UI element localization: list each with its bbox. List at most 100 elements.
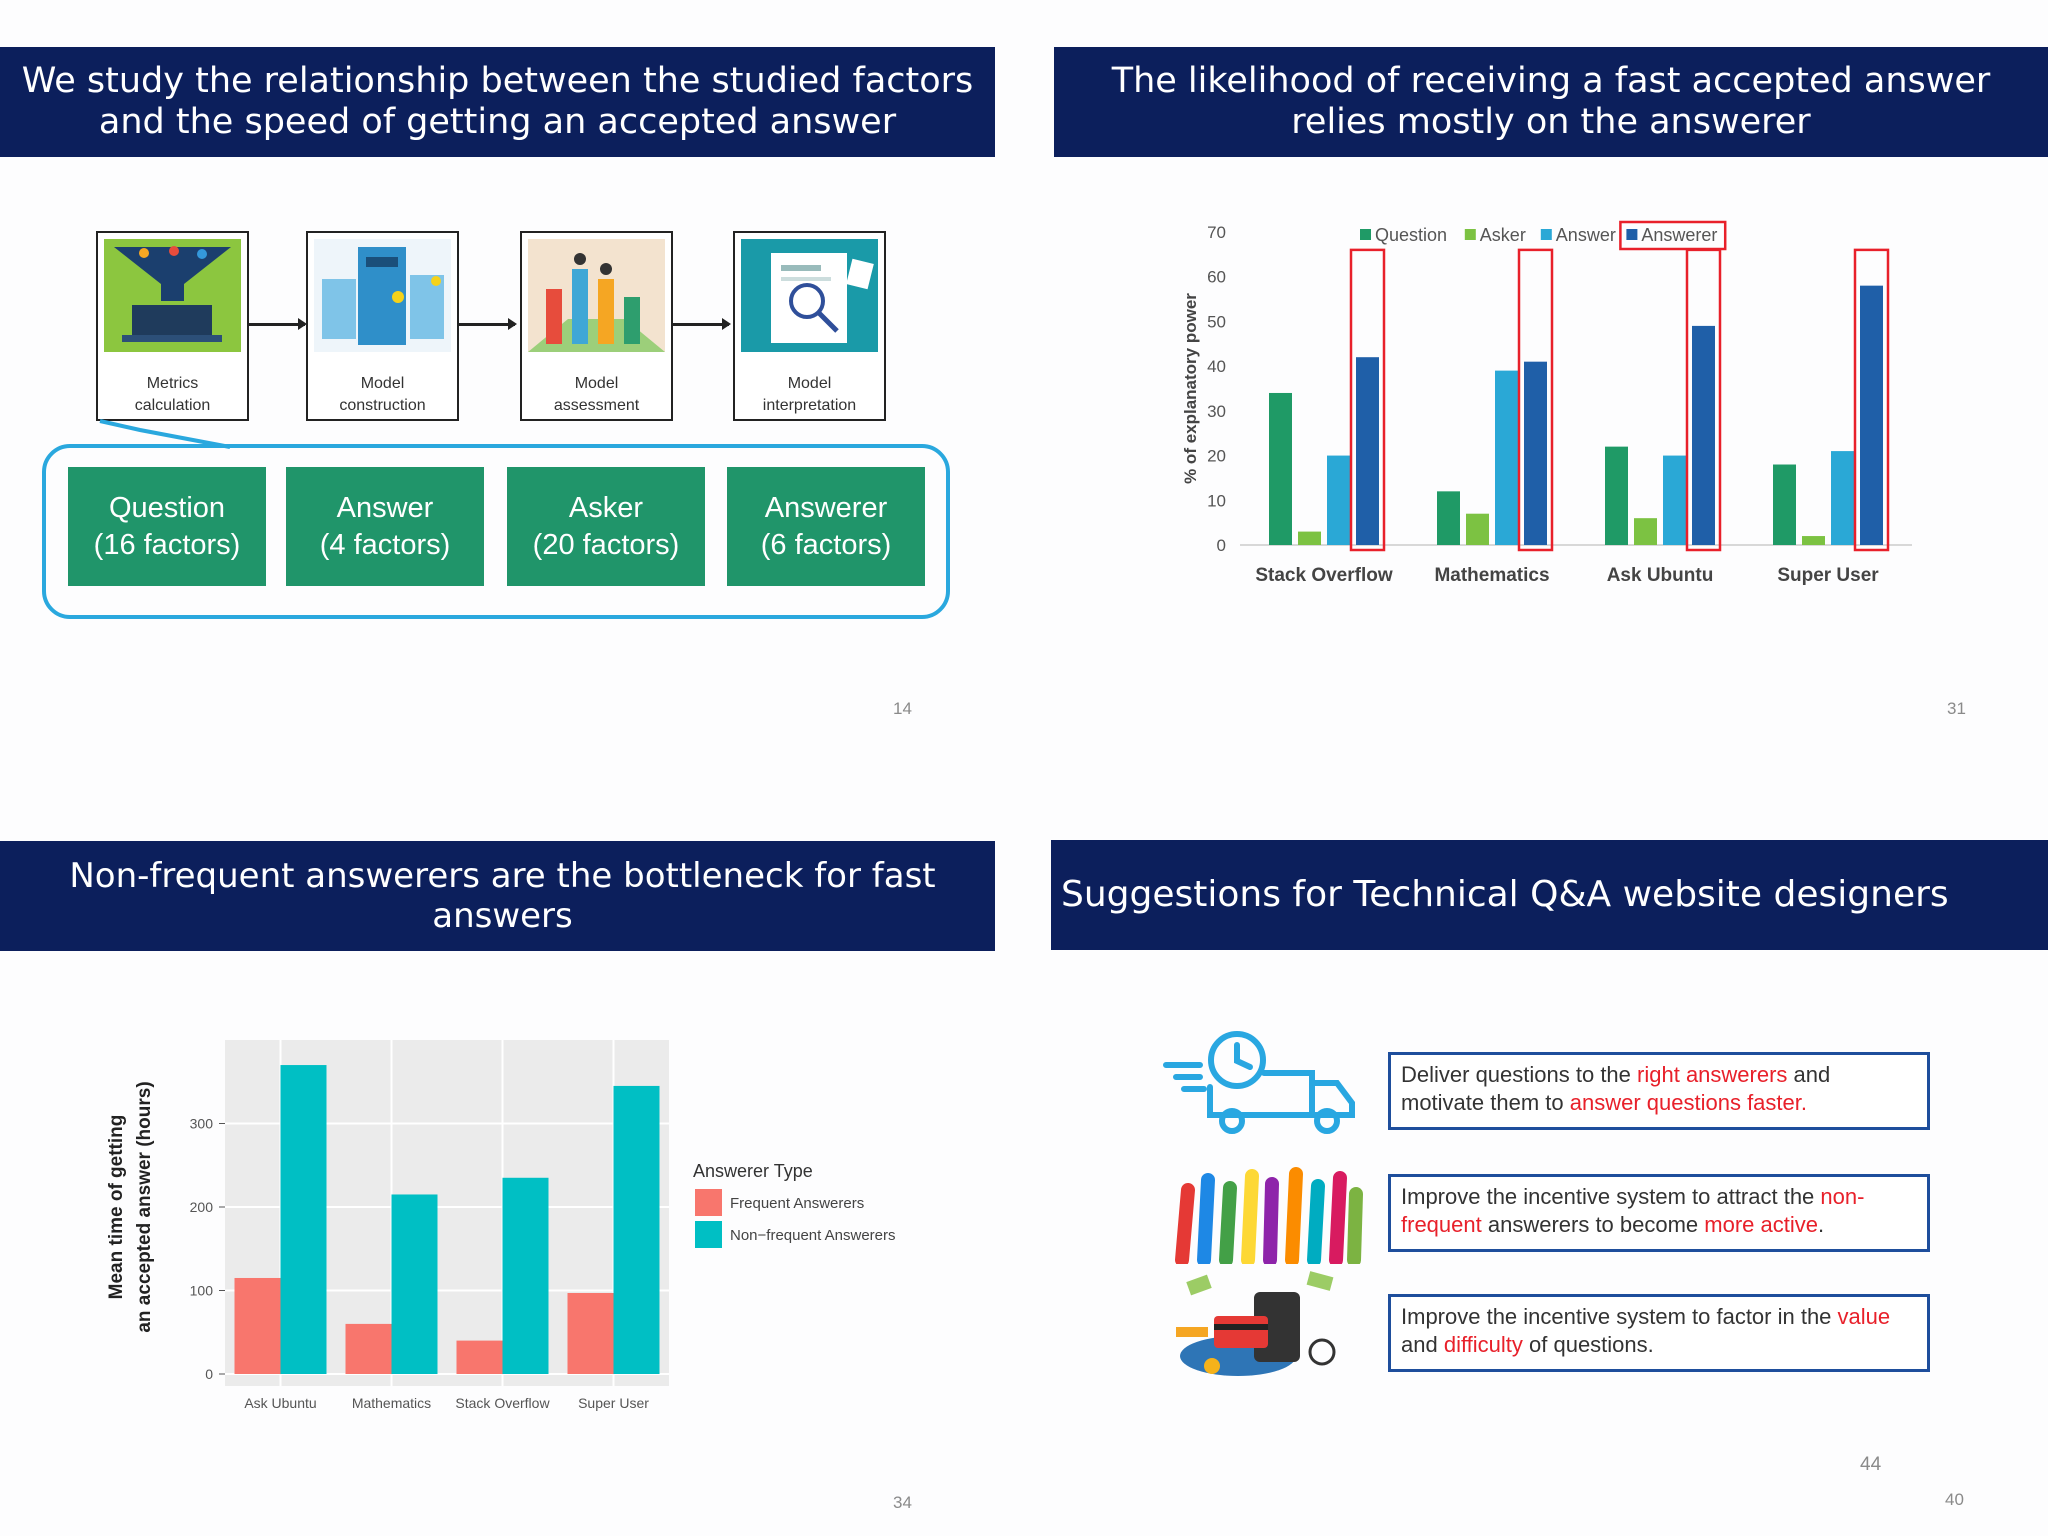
slide-title: Non-frequent answerers are the bottlenec… <box>0 841 995 951</box>
bar-non-frequent <box>391 1194 438 1374</box>
slide-title: We study the relationship between the st… <box>0 47 995 157</box>
bar-asker <box>1802 536 1825 545</box>
y-axis-label-line2: an accepted answer (hours) <box>134 1081 155 1332</box>
step-model-interpretation: Model interpretation <box>733 231 886 421</box>
bar-answerer <box>1860 285 1883 545</box>
step-label-line1: Model <box>574 375 619 392</box>
category-name: Answerer <box>764 492 888 525</box>
y-tick-label: 50 <box>1207 312 1226 331</box>
flow-arrow <box>459 318 517 330</box>
factor-categories-frame <box>42 444 950 619</box>
legend-swatch <box>695 1221 722 1248</box>
bar-frequent <box>234 1277 281 1374</box>
slide-factors-overview: We study the relationship between the st… <box>0 0 1010 760</box>
building-blocks-icon <box>314 239 451 352</box>
suggestion-highlight: difficulty <box>1443 1331 1523 1357</box>
bar-question <box>1437 491 1460 545</box>
legend-label: Answerer <box>1641 225 1717 245</box>
step-model-construction: Model construction <box>306 231 459 421</box>
legend-swatch <box>1464 229 1476 240</box>
highlight-box <box>1349 248 1386 552</box>
slide-suggestions: Suggestions for Technical Q&A website de… <box>1050 800 2048 1536</box>
suggestion-box: Deliver questions to the right answerers… <box>1388 1052 1930 1130</box>
suggestion-text: answerers to become <box>1481 1211 1705 1237</box>
legend-swatch <box>1626 229 1638 240</box>
category-count: (20 factors) <box>532 528 680 561</box>
bar-non-frequent <box>280 1065 327 1374</box>
category-asker: Asker (20 factors) <box>507 467 705 586</box>
slide-explanatory-power: The likelihood of receiving a fast accep… <box>1050 0 2048 760</box>
bar-answerer <box>1692 325 1715 545</box>
y-tick-label: 30 <box>1207 402 1226 421</box>
mean-answer-time-bar-chart: 0 100 200 300 Ask Ubuntu Mathematics Stack Ove… <box>106 1040 896 1411</box>
bar-asker <box>1634 518 1657 545</box>
y-tick-label: 100 <box>190 1283 214 1299</box>
step-label-line1: Model <box>787 375 832 392</box>
highlight-box <box>1853 248 1890 552</box>
x-tick-label: Stack Overflow <box>455 1395 550 1411</box>
legend-label: Answer <box>1556 225 1616 245</box>
y-tick-label: 0 <box>1217 536 1226 555</box>
category-count: (4 factors) <box>319 528 451 561</box>
explanatory-power-bar-chart: 0 10 20 30 40 50 60 70 % of explanatory power Sta… <box>1181 220 1912 586</box>
bar-answer <box>1663 455 1686 545</box>
page-number: 40 <box>1945 1490 1964 1509</box>
step-label-line2: assessment <box>553 397 640 415</box>
bar-answer <box>1327 455 1350 545</box>
bar-non-frequent <box>613 1085 660 1374</box>
bar-frequent <box>345 1323 392 1374</box>
suggestion-text: Improve the incentive system to attract … <box>1401 1184 1821 1209</box>
legend-label: Asker <box>1480 225 1526 245</box>
step-label-line1: Metrics <box>146 375 199 392</box>
bar-frequent <box>456 1340 503 1374</box>
legend-title: Answerer Type <box>693 1161 813 1181</box>
category-name: Question <box>108 492 226 525</box>
x-tick-label: Mathematics <box>352 1395 431 1411</box>
raised-hands-icon <box>1175 1167 1363 1264</box>
category-answerer: Answerer (6 factors) <box>727 467 925 586</box>
step-label-line2: interpretation <box>762 397 857 415</box>
suggestion-box: Improve the incentive system to factor i… <box>1388 1294 1930 1372</box>
bar-question <box>1605 446 1628 545</box>
suggestion-text: and <box>1401 1331 1444 1357</box>
step-label-line2: construction <box>339 397 426 415</box>
suggestion-highlight: value <box>1837 1304 1891 1329</box>
x-tick-label: Stack Overflow <box>1255 565 1392 586</box>
bar-question <box>1773 464 1796 545</box>
x-tick-label: Ask Ubuntu <box>1607 565 1714 586</box>
category-count: (6 factors) <box>760 528 892 561</box>
bar-answer <box>1495 370 1518 545</box>
step-metrics-calculation: Metrics calculation <box>96 231 249 421</box>
bar-podium-icon <box>528 239 665 352</box>
slide-answer-time: Non-frequent answerers are the bottlenec… <box>0 800 1010 1536</box>
suggestion-text: Improve the incentive system to factor i… <box>1401 1304 1838 1329</box>
step-model-assessment: Model assessment <box>520 231 673 421</box>
flow-arrow <box>249 318 307 330</box>
suggestion-highlight: answer questions faster. <box>1569 1089 1807 1115</box>
suggestion-highlight: more active <box>1704 1211 1818 1237</box>
category-question: Question (16 factors) <box>68 467 266 586</box>
slide-title: The likelihood of receiving a fast accep… <box>1054 47 2048 157</box>
bar-asker <box>1466 513 1489 545</box>
bar-frequent <box>567 1293 614 1374</box>
y-tick-label: 70 <box>1207 223 1226 242</box>
suggestion-text: . <box>1818 1211 1825 1237</box>
legend-swatch <box>695 1189 722 1216</box>
funnel-laptop-icon <box>104 239 241 352</box>
y-tick-label: 300 <box>190 1116 214 1132</box>
money-incentive-icon <box>1176 1271 1336 1376</box>
y-tick-label: 60 <box>1207 268 1226 287</box>
category-answer: Answer (4 factors) <box>286 467 484 586</box>
y-tick-label: 0 <box>205 1366 213 1382</box>
legend-highlight-box <box>1619 220 1727 251</box>
x-tick-label: Mathematics <box>1434 565 1549 586</box>
flow-arrow <box>673 318 731 330</box>
y-axis-label-line1: Mean time of getting <box>106 1115 127 1300</box>
suggestion-box: Improve the incentive system to attract … <box>1388 1174 1930 1252</box>
y-tick-label: 200 <box>190 1199 214 1215</box>
legend-swatch <box>1540 229 1552 240</box>
suggestion-highlight: right answerers <box>1637 1062 1788 1087</box>
x-tick-label: Ask Ubuntu <box>244 1395 316 1411</box>
bar-answerer <box>1356 357 1379 545</box>
step-label-line1: Model <box>360 375 405 392</box>
